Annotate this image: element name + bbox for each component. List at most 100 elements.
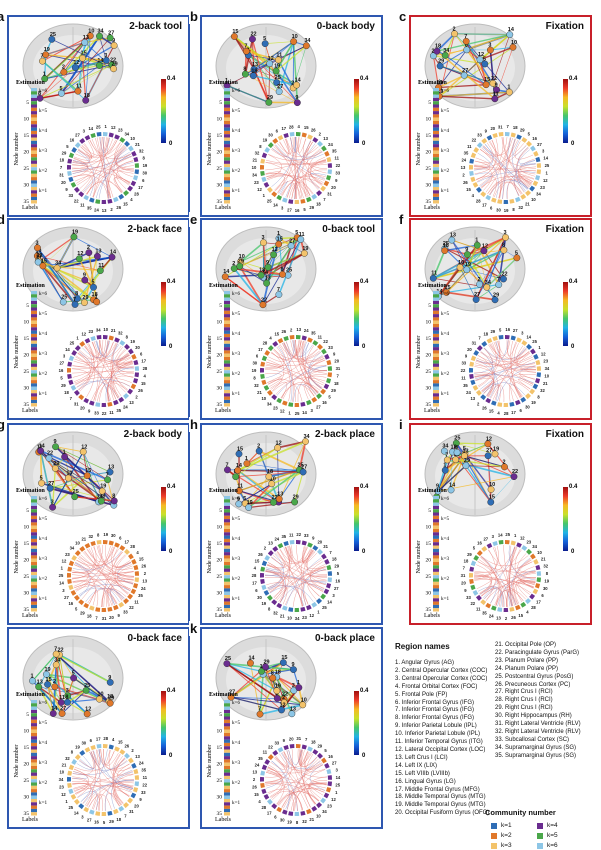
- svg-text:30: 30: [426, 591, 432, 597]
- panel-f: f Fixation 25 34 10 5 3 22 13 9 18 2 11 19 1 8 27 7 12 14 15…: [398, 212, 592, 420]
- svg-text:25: 25: [73, 489, 79, 495]
- svg-text:29: 29: [267, 95, 273, 101]
- svg-text:4: 4: [144, 374, 147, 379]
- svg-text:19: 19: [544, 579, 549, 584]
- svg-text:20: 20: [317, 539, 322, 544]
- svg-text:20: 20: [217, 558, 223, 564]
- svg-text:7: 7: [478, 336, 481, 341]
- svg-text:Labels: Labels: [22, 817, 39, 823]
- svg-text:17: 17: [536, 599, 541, 604]
- svg-text:Estimation: Estimation: [418, 487, 447, 494]
- svg-text:k=6: k=6: [232, 291, 241, 297]
- svg-text:18: 18: [87, 614, 92, 619]
- community-label-bar: Estimation Node number 5 10 15 20 25 30 35 k=6 k=5…: [14, 79, 48, 211]
- svg-text:9: 9: [65, 187, 68, 192]
- svg-text:33: 33: [274, 741, 279, 746]
- svg-text:20: 20: [426, 558, 432, 564]
- svg-text:k=4: k=4: [39, 536, 48, 542]
- svg-text:21: 21: [257, 390, 262, 395]
- svg-text:23: 23: [526, 539, 531, 544]
- svg-text:5: 5: [328, 394, 331, 399]
- svg-text:29: 29: [331, 388, 336, 393]
- svg-text:13: 13: [108, 465, 114, 471]
- svg-text:10: 10: [426, 117, 432, 123]
- svg-text:15: 15: [217, 745, 223, 751]
- svg-text:k=6: k=6: [441, 291, 450, 297]
- svg-text:29: 29: [334, 564, 339, 569]
- svg-text:19: 19: [531, 400, 536, 405]
- svg-text:31: 31: [323, 544, 328, 549]
- svg-text:4: 4: [497, 411, 500, 416]
- svg-text:11: 11: [237, 483, 243, 489]
- svg-text:33: 33: [477, 133, 482, 138]
- svg-text:k=5: k=5: [232, 311, 241, 317]
- svg-text:10: 10: [511, 40, 517, 46]
- svg-text:16: 16: [532, 136, 537, 141]
- svg-text:Estimation: Estimation: [16, 79, 45, 86]
- svg-text:k=5: k=5: [232, 516, 241, 522]
- svg-text:21: 21: [525, 202, 530, 207]
- svg-text:20: 20: [490, 126, 495, 131]
- svg-text:20: 20: [289, 736, 294, 741]
- svg-text:30: 30: [252, 361, 257, 366]
- svg-text:9: 9: [118, 613, 121, 618]
- svg-text:Node number: Node number: [416, 133, 422, 166]
- svg-text:k=5: k=5: [232, 720, 241, 726]
- svg-text:6: 6: [520, 408, 523, 413]
- svg-text:k=1: k=1: [232, 800, 241, 806]
- svg-text:1: 1: [317, 610, 320, 615]
- svg-text:15: 15: [217, 541, 223, 547]
- svg-text:2: 2: [144, 571, 147, 576]
- svg-text:28: 28: [134, 191, 139, 196]
- community-label-bar: Estimation Node number 5 10 15 20 25 30 35 k=6 k=5…: [416, 487, 450, 619]
- weight-colorbar: 0.40: [354, 484, 369, 555]
- svg-text:Estimation: Estimation: [209, 487, 238, 494]
- svg-text:Node number: Node number: [14, 133, 20, 166]
- svg-text:22: 22: [323, 339, 328, 344]
- svg-text:k=5: k=5: [39, 311, 48, 317]
- svg-text:25: 25: [295, 411, 300, 416]
- svg-text:10: 10: [59, 770, 64, 775]
- panel-letter: a: [0, 9, 6, 24]
- svg-text:28: 28: [504, 411, 509, 416]
- svg-text:20: 20: [24, 150, 30, 156]
- region-name: 21. Occipital Pole (OP): [495, 642, 557, 648]
- svg-text:21: 21: [135, 142, 140, 147]
- svg-text:13: 13: [323, 136, 328, 141]
- svg-text:25: 25: [532, 339, 537, 344]
- svg-text:10: 10: [489, 482, 495, 488]
- svg-text:3: 3: [488, 43, 491, 49]
- svg-text:20: 20: [109, 615, 114, 620]
- svg-text:1: 1: [61, 566, 64, 571]
- svg-text:11: 11: [431, 271, 437, 277]
- svg-text:12: 12: [85, 706, 91, 712]
- svg-text:13: 13: [461, 165, 466, 170]
- svg-text:19: 19: [261, 601, 266, 606]
- svg-text:3: 3: [311, 408, 314, 413]
- svg-text:3: 3: [521, 331, 524, 336]
- panel-d: d 2-back face 25 34 10 5 3 22 13 9 18 2 11 19 1 8 27 7 12 1…: [0, 212, 190, 420]
- community-swatch: [491, 842, 497, 849]
- region-name: 32. Right Lateral Ventricle (RLV): [495, 728, 581, 735]
- svg-text:12: 12: [279, 702, 285, 708]
- svg-text:33: 33: [141, 790, 146, 795]
- svg-text:28: 28: [263, 341, 268, 346]
- region-name: 2. Central Opercular Cortex (COC): [395, 667, 488, 674]
- svg-text:6: 6: [541, 593, 544, 598]
- panel-title: 0-back face: [127, 633, 182, 644]
- svg-text:10: 10: [287, 616, 292, 621]
- panel-title: 2-back place: [314, 429, 375, 440]
- svg-text:22: 22: [142, 783, 147, 788]
- svg-text:2: 2: [477, 401, 480, 406]
- svg-text:20: 20: [331, 185, 336, 190]
- svg-text:29: 29: [309, 205, 314, 210]
- svg-text:19: 19: [130, 339, 135, 344]
- svg-text:5: 5: [303, 207, 306, 212]
- svg-text:0: 0: [362, 344, 366, 350]
- svg-text:24: 24: [489, 614, 494, 619]
- community-label-bar: Estimation Node number 5 10 15 20 25 30 35 k=6 k=5…: [14, 282, 48, 414]
- svg-text:15: 15: [237, 446, 243, 452]
- svg-text:k=3: k=3: [39, 760, 48, 766]
- svg-text:3: 3: [66, 688, 69, 694]
